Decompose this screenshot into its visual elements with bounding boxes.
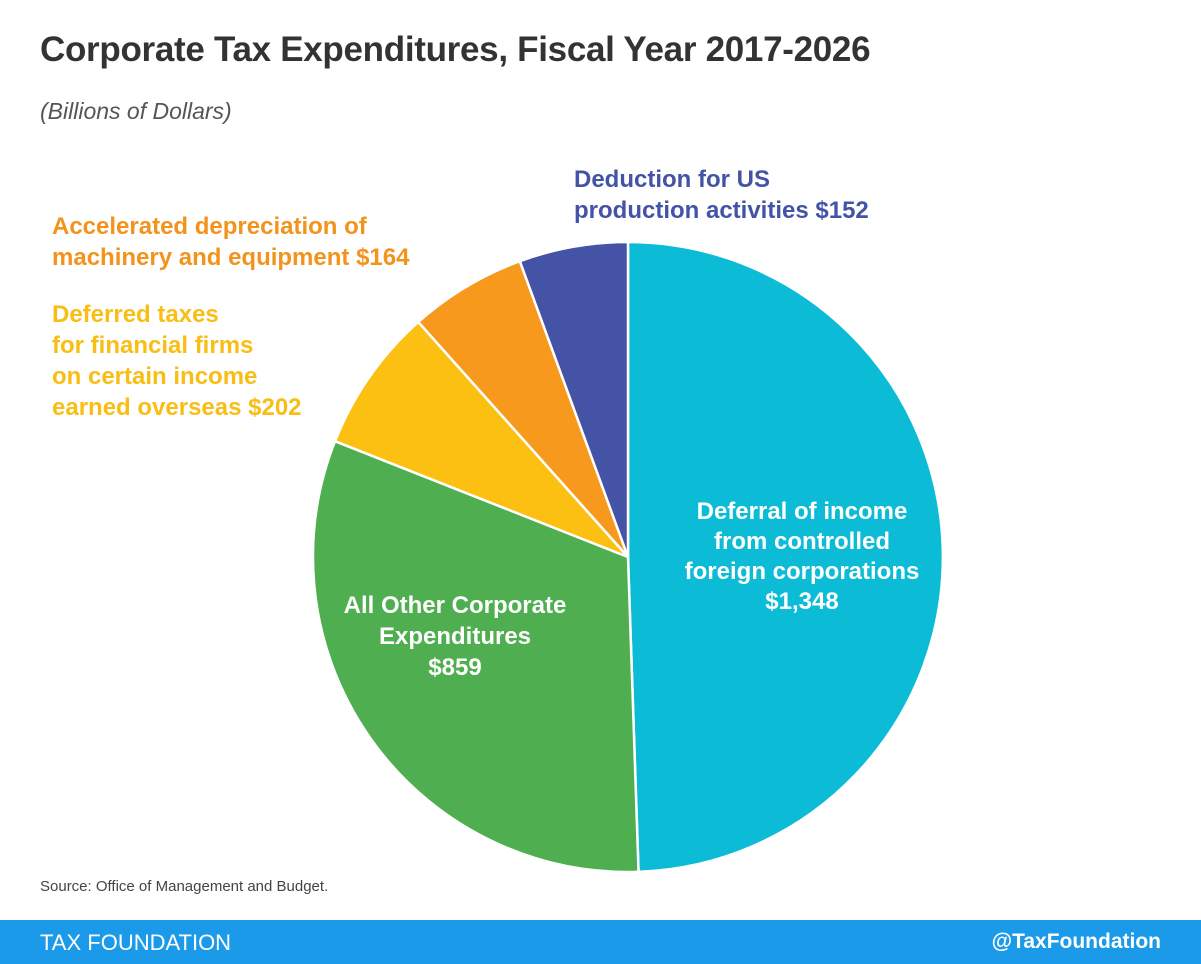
slice-label-line: production activities $152	[574, 197, 869, 224]
chart-title: Corporate Tax Expenditures, Fiscal Year …	[40, 30, 871, 69]
pie-slice	[626, 240, 945, 874]
footer-bar: TAX FOUNDATION @TaxFoundation	[0, 920, 1201, 964]
slice-label: Deferral of income from controlled foreign…	[685, 498, 920, 615]
chart-subtitle: (Billions of Dollars)	[40, 98, 232, 124]
slice-label: Accelerated depreciation of machinery and…	[52, 213, 410, 271]
slice-label-line: earned overseas $202	[52, 394, 302, 421]
slice-label-line: Expenditures	[379, 623, 531, 650]
pie-slice	[333, 320, 630, 559]
slice-label: All Other Corporate Expenditures $859	[344, 592, 567, 681]
pie-slice	[518, 240, 630, 559]
slice-label-line: foreign corporations	[685, 558, 920, 585]
slice-label-line: Deferred taxes	[52, 301, 219, 328]
footer-brand: TAX FOUNDATION	[40, 930, 232, 955]
slice-label-line: on certain income	[52, 363, 257, 390]
slice-label-line: Deferral of income	[697, 498, 908, 525]
pie-slice	[311, 439, 640, 874]
slice-label-line: $1,348	[765, 588, 838, 615]
slice-label-line: for financial firms	[52, 332, 253, 359]
slice-label-line: machinery and equipment $164	[52, 244, 410, 271]
slice-label-line: Accelerated depreciation of	[52, 213, 368, 240]
footer-handle: @TaxFoundation	[991, 930, 1161, 953]
source-note: Source: Office of Management and Budget.	[40, 878, 329, 895]
slice-label: Deduction for US production activities $1…	[574, 166, 869, 224]
slice-label-line: $859	[428, 654, 481, 681]
slice-label-line: Deduction for US	[574, 166, 770, 193]
slice-label: Deferred taxes for financial firms on cert…	[52, 301, 302, 421]
slice-label-line: from controlled	[714, 528, 890, 555]
pie-slice	[417, 259, 630, 559]
slice-label-line: All Other Corporate	[344, 592, 567, 619]
